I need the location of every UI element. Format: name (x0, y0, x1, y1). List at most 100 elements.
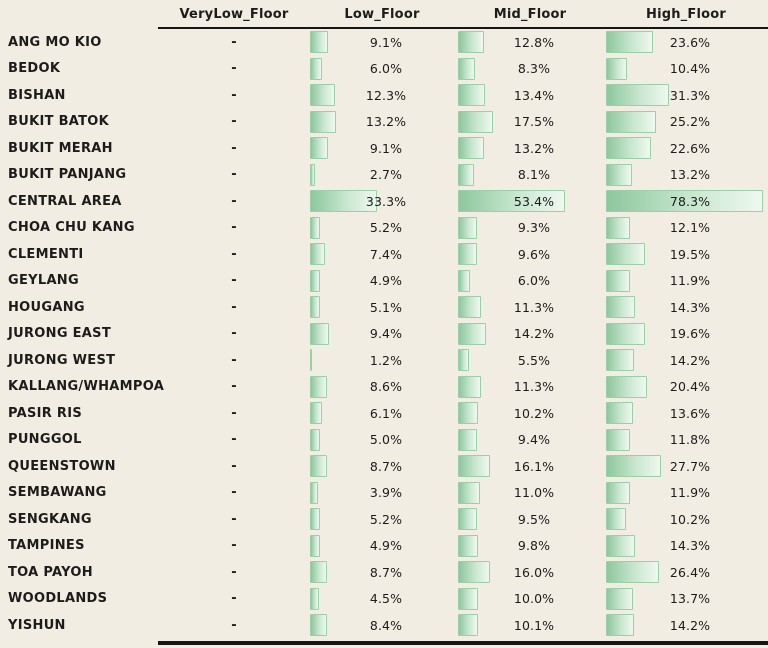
value-bar (458, 190, 565, 213)
bar-cell: 33.3% (308, 188, 456, 215)
bar-cell: 11.3% (456, 294, 604, 321)
verylow-value: - (231, 511, 237, 527)
bar-cell: 6.1% (308, 400, 456, 427)
bar-cell: 8.1% (456, 162, 604, 189)
bar-value: 8.7% (369, 564, 403, 580)
bar-cell: 14.2% (456, 321, 604, 348)
bar-value: 11.3% (513, 299, 555, 315)
verylow-value: - (231, 34, 237, 50)
bar-value: 6.0% (517, 273, 551, 289)
value-bar (458, 216, 477, 239)
bar-value: 9.1% (369, 34, 403, 50)
bar-value: 13.2% (669, 167, 711, 183)
bar-cell: 1.2% (308, 347, 456, 374)
value-bar (310, 84, 335, 107)
bar-cell: 5.2% (308, 506, 456, 533)
verylow-value: - (231, 220, 237, 236)
bar-value: 22.6% (669, 140, 711, 156)
bar-value: 7.4% (369, 246, 403, 262)
bar-cell: 26.4% (604, 559, 768, 586)
value-bar (606, 163, 633, 186)
bar-value: 13.7% (669, 591, 711, 607)
value-bar (310, 31, 329, 54)
value-bar (606, 296, 635, 319)
value-bar (458, 31, 484, 54)
bar-value: 9.4% (369, 326, 403, 342)
bar-value: 13.2% (513, 140, 555, 156)
verylow-value: - (231, 140, 237, 156)
bar-value: 13.2% (365, 114, 407, 130)
bar-value: 11.0% (513, 485, 555, 501)
bar-value: 10.1% (513, 617, 555, 633)
table-row: BUKIT BATOK - 13.2% 17.5% 25.2% (0, 109, 768, 136)
verylow-value: - (231, 246, 237, 262)
town-label: PASIR RIS (8, 405, 83, 421)
value-bar (458, 455, 491, 478)
bar-cell: 5.5% (456, 347, 604, 374)
value-bar (606, 349, 635, 372)
bar-value: 8.6% (369, 379, 403, 395)
value-bar (606, 375, 647, 398)
bar-cell: 16.1% (456, 453, 604, 480)
value-bar (458, 84, 485, 107)
bar-cell: 13.2% (308, 109, 456, 136)
table-row: CHOA CHU KANG - 5.2% 9.3% 12.1% (0, 215, 768, 242)
value-bar (606, 84, 669, 107)
bar-cell: 6.0% (456, 268, 604, 295)
bar-value: 14.2% (669, 617, 711, 633)
value-bar (458, 349, 469, 372)
verylow-value: - (231, 299, 237, 315)
column-header-high-floor: High_Floor (645, 7, 726, 22)
town-label: KALLANG/WHAMPOA (8, 379, 165, 395)
value-bar (310, 243, 325, 266)
bar-cell: 12.1% (604, 215, 768, 242)
value-bar (310, 481, 318, 504)
value-bar (458, 296, 481, 319)
value-bar (458, 561, 490, 584)
value-bar (310, 322, 329, 345)
bar-cell: 22.6% (604, 135, 768, 162)
value-bar (606, 216, 631, 239)
bar-value: 11.8% (669, 432, 711, 448)
bar-cell: 10.2% (456, 400, 604, 427)
value-bar (606, 534, 635, 557)
column-header-verylow-floor: VeryLow_Floor (179, 7, 289, 22)
value-bar (606, 561, 659, 584)
bar-value: 8.1% (517, 167, 551, 183)
bar-value: 4.9% (369, 273, 403, 289)
bar-cell: 14.3% (604, 294, 768, 321)
bar-cell: 13.2% (604, 162, 768, 189)
bar-cell: 10.2% (604, 506, 768, 533)
value-bar (310, 269, 320, 292)
bar-value: 8.7% (369, 458, 403, 474)
bar-cell: 23.6% (604, 29, 768, 56)
bar-value: 8.4% (369, 617, 403, 633)
bar-value: 78.3% (669, 193, 711, 209)
town-label: BEDOK (8, 61, 61, 77)
table-header: VeryLow_Floor Low_Floor Mid_Floor High_F… (0, 0, 768, 29)
bar-cell: 9.1% (308, 29, 456, 56)
town-label: JURONG EAST (8, 326, 112, 342)
bar-cell: 8.4% (308, 612, 456, 639)
verylow-value: - (231, 114, 237, 130)
bar-value: 10.0% (513, 591, 555, 607)
value-bar (458, 110, 493, 133)
bar-value: 25.2% (669, 114, 711, 130)
column-header-mid-floor: Mid_Floor (493, 7, 567, 22)
value-bar (458, 614, 479, 637)
value-bar (310, 561, 328, 584)
bar-value: 19.5% (669, 246, 711, 262)
verylow-value: - (231, 61, 237, 77)
bar-value: 9.4% (517, 432, 551, 448)
bar-value: 13.4% (513, 87, 555, 103)
bar-cell: 8.7% (308, 453, 456, 480)
table-row: CENTRAL AREA - 33.3% 53.4% 78.3% (0, 188, 768, 215)
verylow-value: - (231, 273, 237, 289)
value-bar (606, 243, 645, 266)
bar-cell: 6.0% (308, 56, 456, 83)
bar-cell: 13.2% (456, 135, 604, 162)
verylow-value: - (231, 617, 237, 633)
value-bar (458, 137, 485, 160)
value-bar (310, 190, 377, 213)
bar-value: 4.9% (369, 538, 403, 554)
